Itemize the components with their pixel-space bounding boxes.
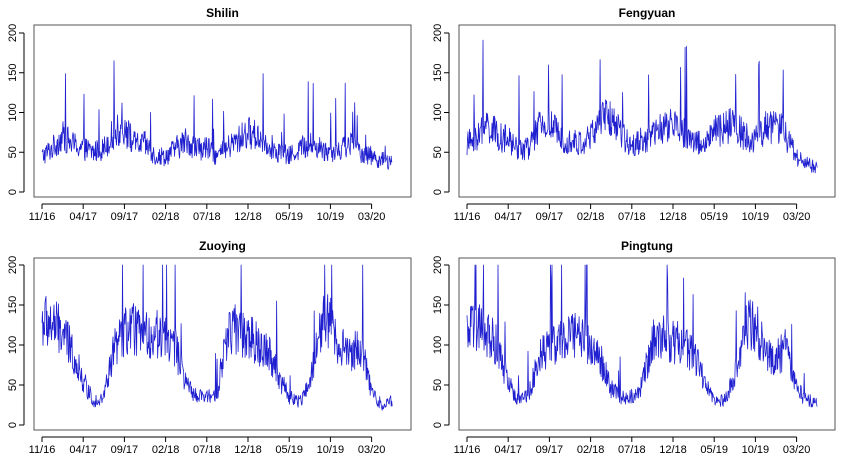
x-tick-label: 04/17 xyxy=(69,444,97,456)
x-tick-label: 04/17 xyxy=(494,211,522,223)
x-tick-label: 05/19 xyxy=(275,211,303,223)
y-tick-label: 50 xyxy=(7,146,19,158)
x-tick-label: 03/20 xyxy=(783,444,811,456)
x-tick-label: 12/18 xyxy=(659,444,687,456)
x-tick-label: 07/18 xyxy=(193,211,221,223)
y-tick-label: 200 xyxy=(432,24,444,42)
plot-border xyxy=(33,24,412,198)
chart-title: Pingtung xyxy=(621,239,673,253)
y-tick-label: 50 xyxy=(7,379,19,391)
x-tick-label: 04/17 xyxy=(69,211,97,223)
x-tick-label: 10/19 xyxy=(317,444,345,456)
x-tick-label: 04/17 xyxy=(494,444,522,456)
series-line xyxy=(466,39,818,174)
y-tick-label: 0 xyxy=(432,422,444,428)
plot-border xyxy=(33,257,412,431)
x-tick-label: 03/20 xyxy=(358,211,386,223)
x-tick-label: 11/16 xyxy=(454,211,481,223)
x-tick-label: 03/20 xyxy=(783,211,811,223)
x-tick-label: 10/19 xyxy=(742,211,770,223)
x-tick-label: 09/17 xyxy=(536,444,564,456)
chart-panel-3: Zuoying 0 50 100 150 200 11/16 04/17 09/17 02/18 0… xyxy=(7,239,412,456)
x-tick-label: 11/16 xyxy=(454,444,481,456)
y-tick-label: 0 xyxy=(7,189,19,195)
y-tick-label: 150 xyxy=(432,296,444,314)
series-line xyxy=(41,60,393,170)
chart-title: Shilin xyxy=(206,6,239,20)
x-tick-label: 09/17 xyxy=(536,211,564,223)
y-tick-label: 150 xyxy=(7,296,19,314)
x-tick-label: 03/20 xyxy=(358,444,386,456)
y-tick-label: 200 xyxy=(7,24,19,42)
chart-panel-2: Fengyuan 0 50 100 150 200 11/16 04/17 09/17 02/18… xyxy=(432,6,836,223)
x-tick-label: 09/17 xyxy=(111,211,139,223)
y-tick-label: 100 xyxy=(7,103,19,121)
x-tick-label: 10/19 xyxy=(742,444,770,456)
chart-title: Fengyuan xyxy=(619,6,676,20)
chart-panel-4: Pingtung 0 50 100 150 200 11/16 04/17 09/17 02/18… xyxy=(432,239,836,456)
x-tick-label: 05/19 xyxy=(275,444,303,456)
x-tick-label: 05/19 xyxy=(700,444,728,456)
x-tick-label: 07/18 xyxy=(618,444,646,456)
x-tick-label: 02/18 xyxy=(577,444,605,456)
y-tick-label: 0 xyxy=(432,189,444,195)
series-line xyxy=(466,264,818,408)
x-tick-label: 07/18 xyxy=(618,211,646,223)
x-tick-label: 12/18 xyxy=(659,211,687,223)
y-tick-label: 100 xyxy=(432,103,444,121)
x-tick-label: 11/16 xyxy=(29,211,56,223)
x-tick-label: 05/19 xyxy=(700,211,728,223)
x-tick-label: 02/18 xyxy=(577,211,605,223)
plot-border xyxy=(458,24,836,198)
y-tick-label: 100 xyxy=(7,336,19,354)
x-tick-label: 09/17 xyxy=(111,444,139,456)
x-tick-label: 12/18 xyxy=(234,444,262,456)
plot-border xyxy=(458,257,836,431)
series-line xyxy=(41,264,393,411)
x-tick-label: 12/18 xyxy=(234,211,262,223)
y-tick-label: 100 xyxy=(432,336,444,354)
y-tick-label: 50 xyxy=(432,146,444,158)
x-tick-label: 11/16 xyxy=(29,444,56,456)
y-tick-label: 0 xyxy=(7,422,19,428)
chart-panel-1: Shilin 0 50 100 150 200 11/16 04/17 09/17 02/18 07… xyxy=(7,6,412,223)
x-tick-label: 10/19 xyxy=(317,211,345,223)
y-tick-label: 200 xyxy=(7,256,19,274)
y-tick-label: 50 xyxy=(432,379,444,391)
x-tick-label: 02/18 xyxy=(152,444,180,456)
x-tick-label: 02/18 xyxy=(152,211,180,223)
chart-title: Zuoying xyxy=(199,239,246,253)
y-tick-label: 150 xyxy=(7,64,19,82)
x-tick-label: 07/18 xyxy=(193,444,221,456)
y-tick-label: 150 xyxy=(432,64,444,82)
y-tick-label: 200 xyxy=(432,256,444,274)
